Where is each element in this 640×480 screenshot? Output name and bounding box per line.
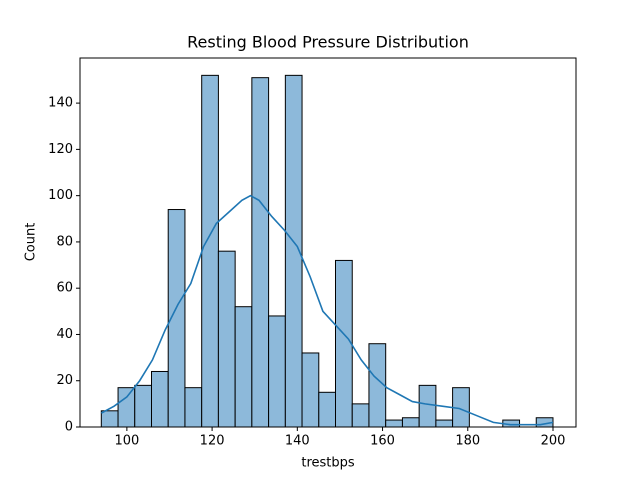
chart-title: Resting Blood Pressure Distribution [187, 33, 469, 52]
bar [418, 384, 437, 428]
y-tick-label: 40 [56, 327, 73, 342]
y-tick-label: 120 [48, 142, 73, 157]
kde-line [100, 194, 554, 426]
bar [251, 77, 270, 428]
bar [268, 315, 286, 428]
bar [234, 306, 253, 428]
bar [217, 250, 236, 428]
x-tick-label: 180 [455, 434, 480, 449]
y-tick-label: 0 [65, 420, 73, 435]
bar [435, 419, 454, 428]
x-tick-label: 140 [285, 434, 310, 449]
bar [301, 352, 320, 428]
y-tick-label: 100 [48, 188, 73, 203]
y-tick-label: 60 [56, 281, 73, 296]
plot-frame [79, 57, 577, 428]
x-tick-label: 100 [114, 434, 139, 449]
bar [184, 387, 203, 428]
bar [318, 391, 336, 428]
x-axis-label: trestbps [301, 456, 355, 471]
x-tick-label: 120 [200, 434, 225, 449]
bar [100, 410, 119, 428]
bar [117, 387, 136, 428]
bar [134, 384, 153, 428]
bar [351, 403, 370, 428]
y-tick-label: 140 [48, 96, 73, 111]
y-axis-label: Count [24, 223, 39, 262]
x-tick-label: 200 [541, 434, 566, 449]
y-tick-label: 80 [56, 234, 73, 249]
bar [385, 419, 403, 428]
bar [334, 259, 353, 428]
x-tick-label: 160 [370, 434, 395, 449]
bar [151, 370, 169, 428]
bar [401, 417, 420, 428]
y-tick-label: 20 [56, 373, 73, 388]
bar [201, 74, 219, 428]
